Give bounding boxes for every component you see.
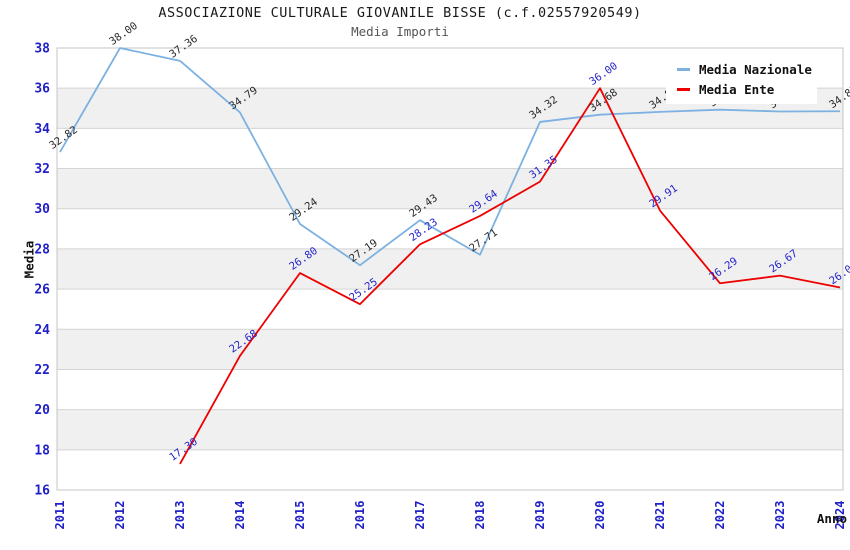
chart-subtitle: Media Importi [351, 24, 449, 39]
y-tick-label: 20 [34, 403, 50, 418]
y-axis-title: Media [21, 240, 37, 279]
x-tick-label: 2011 [53, 501, 67, 530]
data-label: 28.23 [407, 216, 440, 244]
y-tick-label: 34 [34, 122, 50, 137]
plot-border [56, 47, 844, 491]
x-tick-label: 2015 [293, 501, 307, 530]
series-line-media-nazionale [59, 47, 841, 267]
y-tick-label: 18 [34, 443, 50, 458]
legend-label: Media Nazionale [699, 61, 812, 77]
x-tick-label: 2019 [533, 501, 547, 530]
series-line-media-ente [179, 87, 841, 465]
legend-item-media-nazionale: Media Nazionale [666, 62, 817, 77]
x-tick-label: 2022 [713, 501, 727, 530]
x-tick-label: 2017 [413, 501, 427, 530]
stripe-band [57, 329, 843, 370]
stripe-band [57, 409, 843, 450]
x-tick-label: 2024 [833, 501, 847, 530]
y-tick-label: 24 [34, 323, 50, 338]
y-tick-label: 26 [34, 283, 50, 298]
x-axis-title: Anno [816, 511, 847, 526]
x-tick-label: 2018 [473, 501, 487, 530]
y-tick-label: 22 [34, 363, 50, 378]
y-tick-label: 30 [34, 202, 50, 217]
y-tick-label: 32 [34, 162, 50, 177]
x-tick-label: 2016 [353, 501, 367, 530]
x-tick-label: 2020 [593, 501, 607, 530]
chart-title: ASSOCIAZIONE CULTURALE GIOVANILE BISSE (… [158, 5, 642, 21]
legend-item-media-ente: Media Ente [666, 82, 817, 97]
data-label: 38.00 [107, 20, 140, 48]
x-tick-label: 2014 [233, 501, 247, 530]
data-label: 37.36 [167, 33, 200, 61]
legend: Media Nazionale Media Ente [666, 54, 817, 104]
legend-label: Media Ente [699, 81, 775, 97]
x-tick-label: 2013 [173, 501, 187, 530]
x-tick-label: 2012 [113, 501, 127, 530]
y-tick-label: 38 [34, 42, 50, 57]
data-label: 36.00 [587, 60, 620, 88]
media-nazionale-line-marker-icon [677, 67, 690, 71]
x-tick-label: 2023 [773, 501, 787, 530]
media-ente-line-marker-icon [677, 87, 690, 91]
stripe-band [57, 168, 843, 209]
y-tick-label: 36 [34, 82, 50, 97]
x-tick-label: 2021 [653, 501, 667, 530]
y-tick-label: 16 [34, 484, 50, 499]
stripe-band [57, 248, 843, 290]
y-tick-label: 28 [34, 242, 50, 257]
